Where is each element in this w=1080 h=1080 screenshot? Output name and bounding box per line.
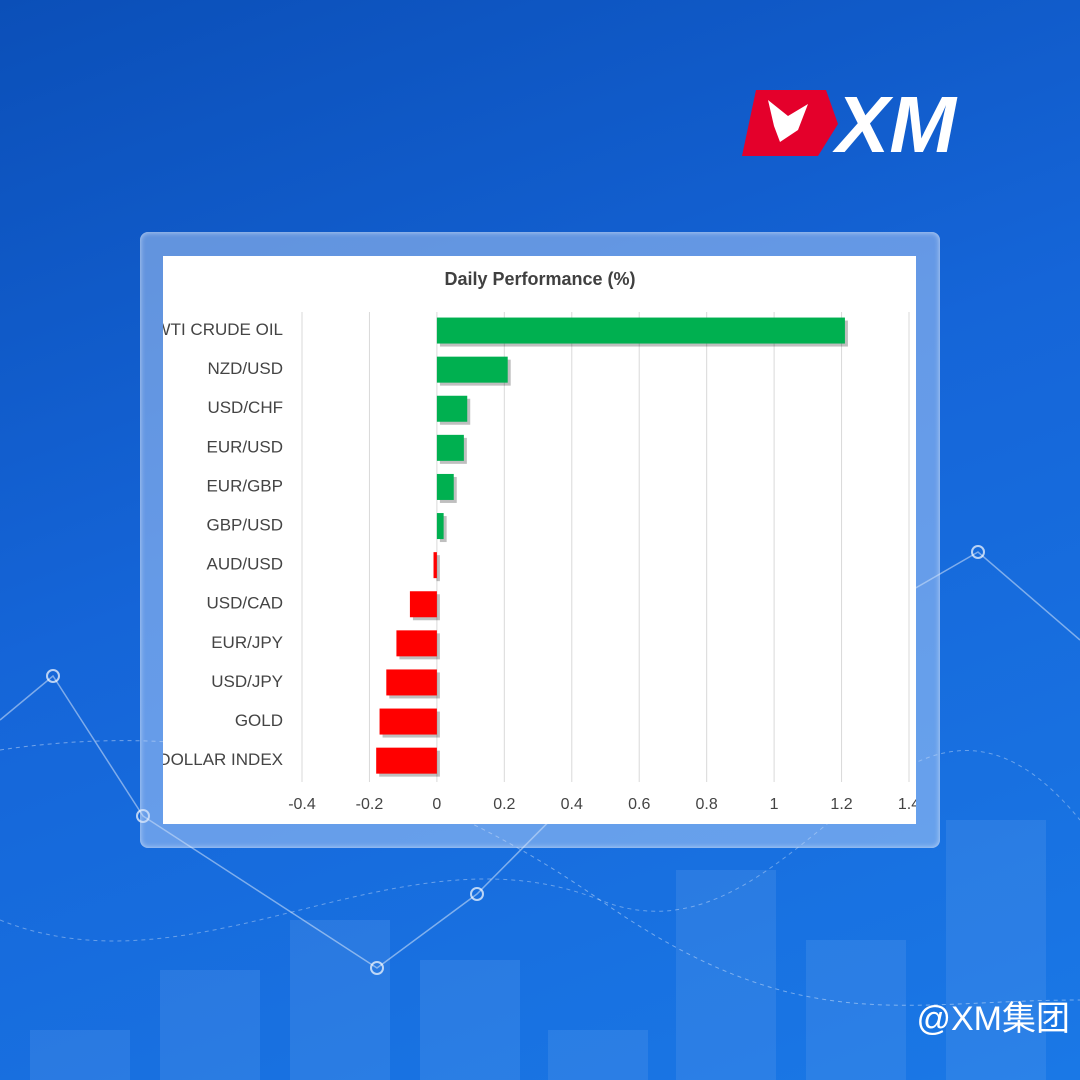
x-tick-label: 0.4 — [561, 796, 583, 813]
y-tick-label: USD/JPY — [211, 672, 283, 691]
bar — [433, 552, 437, 579]
y-tick-label: DOLLAR INDEX — [163, 750, 283, 769]
y-tick-label: EUR/GBP — [206, 476, 283, 495]
y-tick-label: AUD/USD — [206, 555, 283, 574]
bar — [436, 395, 468, 422]
chart: Daily Performance (%) -0.4 -0.2 0 0.2 0.4 0.6… — [163, 256, 916, 824]
bar — [436, 513, 444, 540]
bar — [409, 591, 437, 618]
y-tick-label: WTI CRUDE OIL — [163, 320, 283, 339]
x-tick-label: -0.2 — [356, 796, 384, 813]
x-tick-label: 0.8 — [696, 796, 718, 813]
bar — [436, 317, 845, 344]
x-tick-label: 0.6 — [628, 796, 650, 813]
y-tick-label: GOLD — [235, 711, 283, 730]
x-tick-label: 1.2 — [830, 796, 852, 813]
bar — [436, 356, 508, 383]
x-tick-label: 0.2 — [493, 796, 515, 813]
y-tick-label: EUR/JPY — [211, 633, 283, 652]
bar — [436, 434, 464, 461]
bar-shadow — [436, 555, 440, 582]
x-tick-label: -0.4 — [288, 796, 316, 813]
bar — [379, 708, 437, 735]
x-tick-label: 0 — [432, 796, 441, 813]
bar — [386, 669, 437, 696]
bar — [376, 747, 437, 774]
y-tick-label: GBP/USD — [206, 516, 283, 535]
bar — [396, 630, 437, 657]
chart-title: Daily Performance (%) — [444, 269, 635, 289]
y-tick-label: NZD/USD — [207, 359, 283, 378]
logo: XM — [742, 86, 958, 166]
y-tick-label: USD/CAD — [206, 594, 283, 613]
x-tick-label: 1.4 — [898, 796, 916, 813]
logo-text: XM — [832, 86, 958, 166]
y-tick-label: EUR/USD — [206, 437, 283, 456]
y-tick-label: USD/CHF — [207, 398, 283, 417]
social-handle: @XM集团 — [916, 1000, 1070, 1038]
bar — [436, 473, 454, 500]
x-tick-label: 1 — [770, 796, 779, 813]
